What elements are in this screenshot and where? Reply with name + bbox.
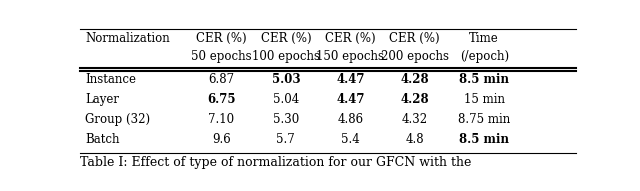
Text: 7.10: 7.10	[208, 113, 234, 126]
Text: Normalization: Normalization	[85, 32, 170, 45]
Text: Batch: Batch	[85, 133, 120, 146]
Text: 4.47: 4.47	[336, 73, 365, 86]
Text: 15 min: 15 min	[464, 93, 505, 106]
Text: CER (%): CER (%)	[260, 32, 311, 45]
Text: 4.32: 4.32	[402, 113, 428, 126]
Text: 5.04: 5.04	[273, 93, 299, 106]
Text: 4.28: 4.28	[401, 93, 429, 106]
Text: Layer: Layer	[85, 93, 119, 106]
Text: CER (%): CER (%)	[390, 32, 440, 45]
Text: Table I: Effect of type of normalization for our GFCN with the: Table I: Effect of type of normalization…	[80, 156, 472, 169]
Text: 4.28: 4.28	[401, 73, 429, 86]
Text: Time: Time	[469, 32, 499, 45]
Text: 8.5 min: 8.5 min	[460, 133, 509, 146]
Text: 200 epochs: 200 epochs	[381, 49, 449, 62]
Text: 5.7: 5.7	[276, 133, 295, 146]
Text: Group (32): Group (32)	[85, 113, 150, 126]
Text: 6.87: 6.87	[208, 73, 234, 86]
Text: 5.30: 5.30	[273, 113, 299, 126]
Text: 5.03: 5.03	[271, 73, 300, 86]
Text: (/epoch): (/epoch)	[460, 49, 509, 62]
Text: 5.4: 5.4	[341, 133, 360, 146]
Text: CER (%): CER (%)	[196, 32, 246, 45]
Text: 4.47: 4.47	[336, 93, 365, 106]
Text: 50 epochs: 50 epochs	[191, 49, 252, 62]
Text: 9.6: 9.6	[212, 133, 231, 146]
Text: 150 epochs: 150 epochs	[316, 49, 384, 62]
Text: 6.75: 6.75	[207, 93, 236, 106]
Text: 8.75 min: 8.75 min	[458, 113, 510, 126]
Text: 4.86: 4.86	[337, 113, 364, 126]
Text: 100 epochs: 100 epochs	[252, 49, 320, 62]
Text: 8.5 min: 8.5 min	[460, 73, 509, 86]
Text: CER (%): CER (%)	[325, 32, 376, 45]
Text: 4.8: 4.8	[406, 133, 424, 146]
Text: Instance: Instance	[85, 73, 136, 86]
